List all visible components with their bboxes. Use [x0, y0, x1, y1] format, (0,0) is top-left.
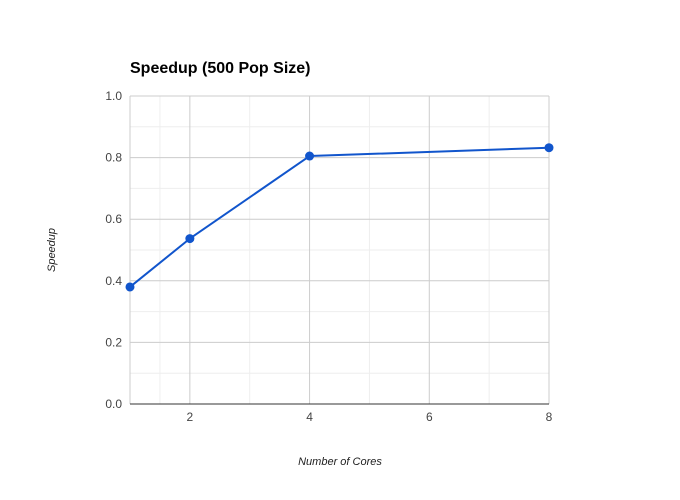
x-tick-label: 8 [546, 410, 553, 424]
data-point[interactable] [305, 151, 315, 161]
y-tick-label: 0.8 [105, 151, 122, 165]
y-tick-label: 0.6 [105, 212, 122, 226]
series-line [129, 146, 550, 288]
y-tick-label: 0.4 [105, 274, 122, 288]
data-point[interactable] [544, 143, 554, 153]
y-tick-label: 1.0 [105, 89, 122, 103]
y-axis-title: Speedup [46, 228, 58, 272]
y-tick-labels: 0.0 0.2 0.4 0.6 0.8 1.0 [105, 89, 122, 411]
x-axis-title: Number of Cores [298, 456, 382, 468]
series-layer [125, 143, 554, 292]
x-tick-label: 6 [426, 410, 433, 424]
x-tick-labels: 2 4 6 8 [187, 410, 553, 424]
data-point[interactable] [125, 282, 135, 292]
x-tick-label: 4 [306, 410, 313, 424]
chart-title: Speedup (500 Pop Size) [130, 60, 310, 77]
grid-lines [129, 95, 550, 404]
data-point[interactable] [185, 234, 195, 244]
y-tick-label: 0.2 [105, 335, 122, 349]
x-tick-label: 2 [187, 410, 194, 424]
y-tick-label: 0.0 [105, 397, 122, 411]
